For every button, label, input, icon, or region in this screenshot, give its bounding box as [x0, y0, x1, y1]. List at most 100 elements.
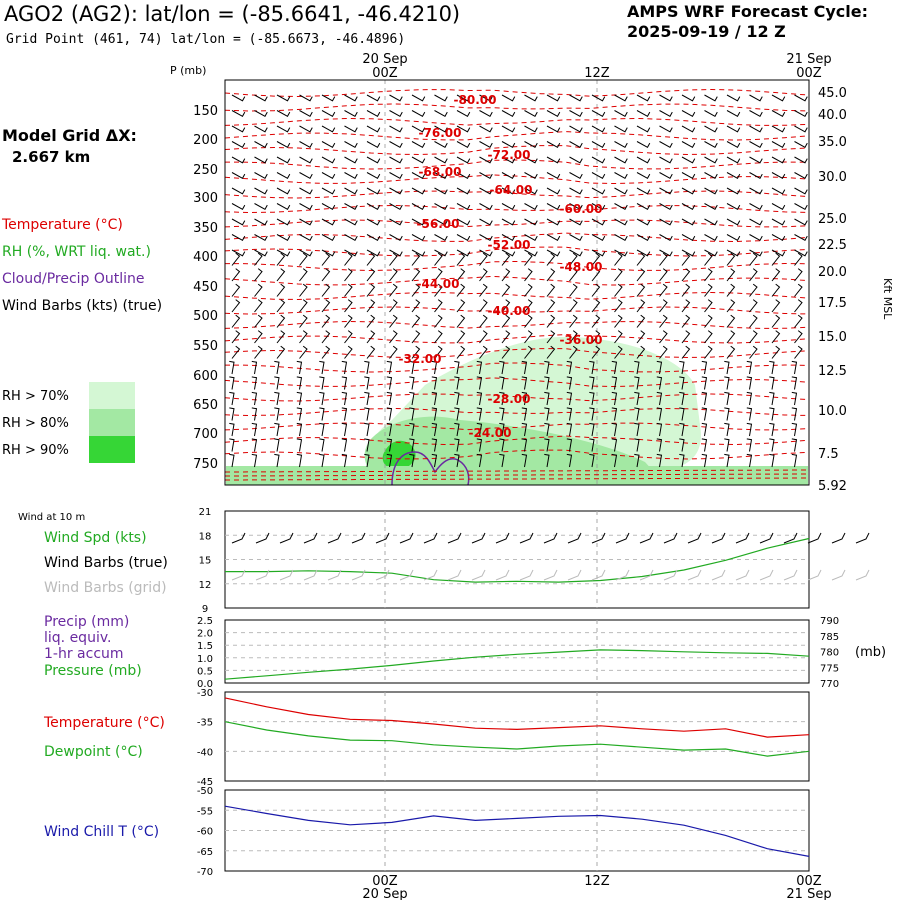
legend-wind-barbs: Wind Barbs (kts) (true)	[2, 298, 163, 314]
wind-barb	[659, 218, 673, 226]
wind-barb	[724, 422, 730, 437]
height-tick: 25.0	[818, 212, 847, 227]
wind-barb-grid	[255, 569, 270, 581]
wind-barb	[614, 110, 628, 117]
wind-barb	[546, 110, 561, 117]
rh70-swatch	[89, 382, 135, 409]
wind-barb	[479, 330, 488, 344]
wind-barb-grid	[519, 569, 534, 581]
wind-barb	[231, 252, 241, 266]
wind-barb	[614, 156, 628, 164]
wind-barb	[794, 125, 808, 133]
wind-barb	[704, 203, 718, 210]
wind-barb	[636, 203, 651, 210]
wind-barb	[366, 330, 376, 344]
wind-barb	[501, 125, 516, 133]
wind-barb	[771, 156, 786, 164]
wind-barb	[299, 203, 313, 210]
wind-barb	[344, 187, 358, 195]
wind-barb	[366, 156, 381, 164]
wind-barb	[771, 234, 786, 241]
wind-barb	[589, 376, 595, 390]
temp-panel-ytick: -35	[197, 718, 213, 729]
wind-barb	[569, 314, 578, 328]
wind-barb	[319, 407, 325, 421]
wind-barb	[569, 172, 583, 179]
wind-barb	[611, 453, 618, 468]
wind-barb	[251, 360, 258, 375]
height-axis-label: Kft MSL	[881, 278, 894, 320]
wind-barb	[726, 218, 741, 226]
pressure-axis-label: P (mb)	[170, 64, 206, 77]
wind-barb	[501, 156, 516, 164]
wind-barb	[434, 156, 448, 164]
wind-barb	[659, 187, 673, 195]
wind-barb	[681, 172, 696, 179]
wind-barb	[569, 218, 583, 226]
wind-barb	[634, 376, 640, 390]
wind-barb	[456, 268, 466, 282]
wind-barb	[254, 156, 268, 164]
wind-barb	[344, 218, 358, 226]
isotherm-label: -36.00	[560, 333, 603, 347]
wind-barb	[229, 453, 235, 468]
wind-barb-grid	[807, 569, 822, 581]
wind-barb	[659, 345, 668, 359]
wind-barb-true	[399, 532, 414, 544]
wind-barb	[456, 172, 471, 179]
legend-cloud-outline: Cloud/Precip Outline	[2, 271, 145, 287]
wind-barb	[254, 268, 263, 282]
wind-barb	[434, 110, 448, 117]
legend-wind-barbs-true: Wind Barbs (true)	[44, 555, 168, 571]
wind-barb	[611, 360, 618, 375]
wind-barb	[321, 234, 336, 241]
wind-barb	[321, 345, 331, 359]
wind-barb	[434, 125, 448, 133]
wind-barb	[319, 438, 325, 452]
wind-barb	[366, 218, 381, 226]
wind-barb-grid	[327, 569, 342, 581]
wind-barb	[771, 141, 786, 148]
wind-barb	[726, 203, 741, 210]
cross-section-frame	[224, 79, 810, 486]
wind-barb-grid	[831, 569, 846, 581]
isotherm-label: -44.00	[417, 277, 460, 291]
wind-barb	[681, 299, 691, 313]
wind-barb	[771, 110, 786, 117]
wind-barb	[456, 252, 466, 266]
wind-barb	[614, 283, 623, 297]
wind-barb	[479, 234, 493, 241]
wind-barb	[456, 156, 471, 164]
wind-barb	[771, 94, 786, 102]
pressure-tick: 550	[193, 339, 218, 354]
wind-barb	[769, 391, 775, 406]
wind-barb	[501, 94, 516, 102]
wind-barb	[659, 110, 673, 117]
wind-barb	[366, 268, 376, 282]
wind-barb	[726, 172, 741, 179]
wind-barb	[276, 268, 286, 282]
wind-barb	[254, 252, 263, 266]
wind-barb	[704, 218, 718, 226]
wind-barb	[501, 268, 511, 282]
wind-barb	[434, 252, 443, 266]
wind-barb	[344, 345, 353, 359]
wind-barb	[344, 249, 358, 257]
wind-barb	[411, 94, 426, 102]
wind-barb	[321, 314, 331, 328]
wind-barb	[254, 203, 268, 210]
isotherm-label: -32.00	[399, 352, 442, 366]
wind-barb	[681, 218, 696, 226]
wind-barb	[591, 156, 606, 164]
wind-barb	[546, 125, 561, 133]
wind-barb	[434, 218, 448, 226]
wind-barb	[411, 249, 426, 257]
wind-barb	[456, 203, 471, 210]
wind-barb	[456, 187, 471, 195]
wind-barb-grid	[615, 569, 630, 581]
wind-barb	[794, 156, 808, 164]
wind-barb	[476, 453, 483, 468]
wind-barb	[501, 110, 516, 117]
wind-barb	[569, 94, 583, 102]
wind-barb	[704, 283, 713, 297]
